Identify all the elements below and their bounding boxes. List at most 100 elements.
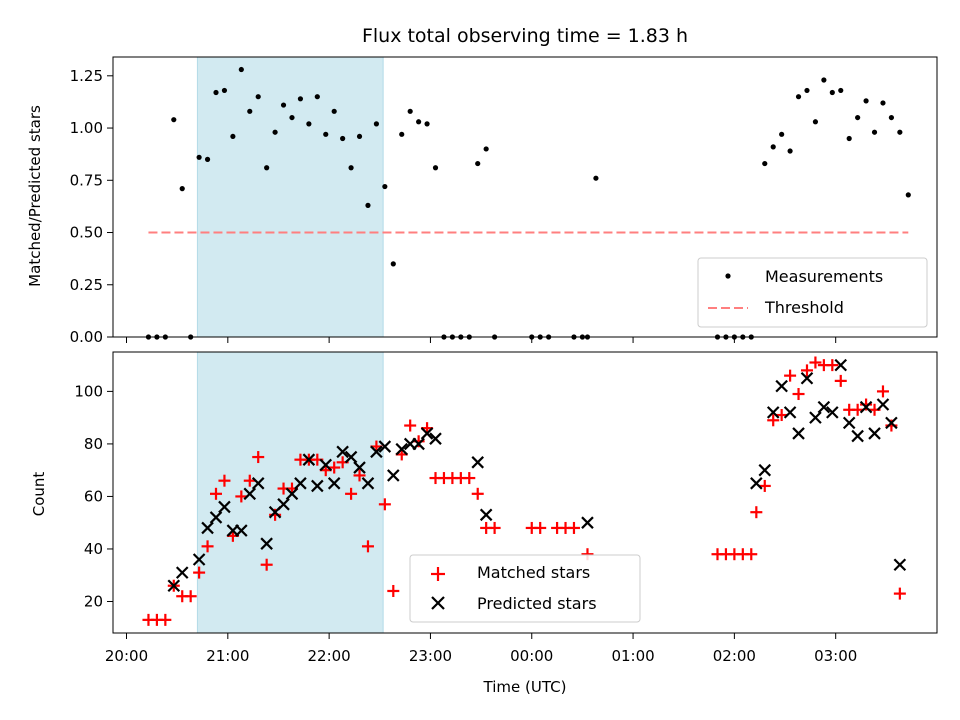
measurement-point [863,98,869,104]
measurement-point [314,94,320,100]
predicted-star-point [766,406,780,419]
matched-star-point [193,566,206,579]
legend-threshold-label: Threshold [764,298,844,317]
predicted-star-point [876,398,890,411]
predicted-star-point [842,416,856,430]
top-panel: 0.00 0.25 0.50 0.75 1.00 1.25 Flux total obse… [26,25,938,346]
measurement-point [213,89,219,96]
predicted-star-point [327,477,341,490]
predicted-star-point [758,463,772,477]
predicted-star-point [826,406,839,419]
measurement-point [812,119,819,125]
measurement-point [390,261,396,267]
measurement-point [475,160,481,167]
x-tick-label: 02:00 [713,647,756,665]
predicted-star-point [581,516,594,529]
matched-star-point [353,469,366,482]
bottom-legend-box [409,554,641,623]
x-tick-label: 23:00 [409,647,452,665]
y-tick-label: 0.25 [70,276,103,294]
measurement-point [416,119,422,125]
matched-star-point [851,403,864,416]
measurement-point [196,154,202,160]
matched-star-point [893,587,906,600]
measurement-point [280,102,287,108]
measurement-point [483,146,489,152]
measurement-point [331,108,337,114]
matched-star-point [750,506,763,519]
matched-star-point [767,414,780,427]
matched-star-point [534,521,547,534]
measurement-point [399,131,405,137]
predicted-star-point [201,521,214,535]
measurement-point [230,133,236,140]
matched-star-point [184,590,197,603]
matched-star-point [800,364,813,377]
matched-star-point [387,584,400,597]
measurement-point [838,87,844,94]
x-tick-label: 01:00 [611,647,654,665]
predicted-star-point [868,427,881,440]
predicted-star-point [370,445,383,459]
top-axes-frame [112,56,938,338]
y-tick-label: 40 [84,540,103,558]
bottom-y-axis-label: Count [30,472,48,517]
y-tick-label: 0.00 [70,328,103,346]
measurement-point [787,148,793,154]
measurement-point [407,108,413,114]
legend-matched-label: Matched stars [477,563,590,582]
predicted-star-point [319,458,333,472]
predicted-star-point [336,445,349,459]
chart-title: Flux total observing time = 1.83 h [362,25,688,47]
predicted-star-point [750,477,763,490]
legend-predicted-label: Predicted stars [477,594,597,613]
top-y-ticks: 0.00 0.25 0.50 0.75 1.00 1.25 [70,67,113,346]
measurement-point [365,202,371,208]
bottom-y-ticks: 20 40 60 80 100 [74,382,113,610]
x-tick-label: 00:00 [510,647,553,665]
measurement-point [247,108,253,114]
predicted-star-point [353,461,366,474]
predicted-star-point [167,579,181,593]
predicted-star-point [420,427,434,440]
measurement-point [221,87,228,94]
predicted-star-point [251,477,265,490]
y-tick-label: 20 [84,592,103,610]
predicted-star-point [471,456,484,469]
top-x-ticks [126,337,837,343]
matched-star-point [775,409,788,422]
x-tick-label: 03:00 [814,647,857,665]
matched-star-point [745,548,758,561]
y-tick-label: 1.25 [70,67,103,85]
legend-matched-marker [431,567,445,581]
measurement-point [297,96,304,102]
measurement-point [821,77,827,83]
matched-star-point [463,472,476,485]
predicted-star-point [429,432,442,445]
measurement-point [238,66,244,73]
measurements-points [145,66,911,340]
matched-star-point [252,451,265,464]
predicted-star-point [800,371,814,385]
top-y-axis-label: Matched/Predicted stars [26,105,44,287]
matched-star-point [159,613,172,626]
matched-star-point [218,474,231,487]
measurement-point [356,133,363,140]
predicted-star-point [387,469,400,482]
measurement-point [593,175,599,181]
matched-star-point [784,369,797,382]
predicted-star-point [893,558,907,571]
predicted-star-point [218,500,231,514]
predicted-star-point [859,400,873,414]
predicted-star-point [175,566,189,579]
measurement-point [846,135,852,142]
matched-star-point [260,558,273,571]
y-tick-label: 0.50 [70,224,103,242]
predicted-star-point [412,437,425,451]
matched-star-point [404,419,417,432]
predicted-star-point [285,487,299,501]
measurement-point [179,186,185,192]
measurement-point [795,94,802,100]
matched-star-point [361,540,374,553]
